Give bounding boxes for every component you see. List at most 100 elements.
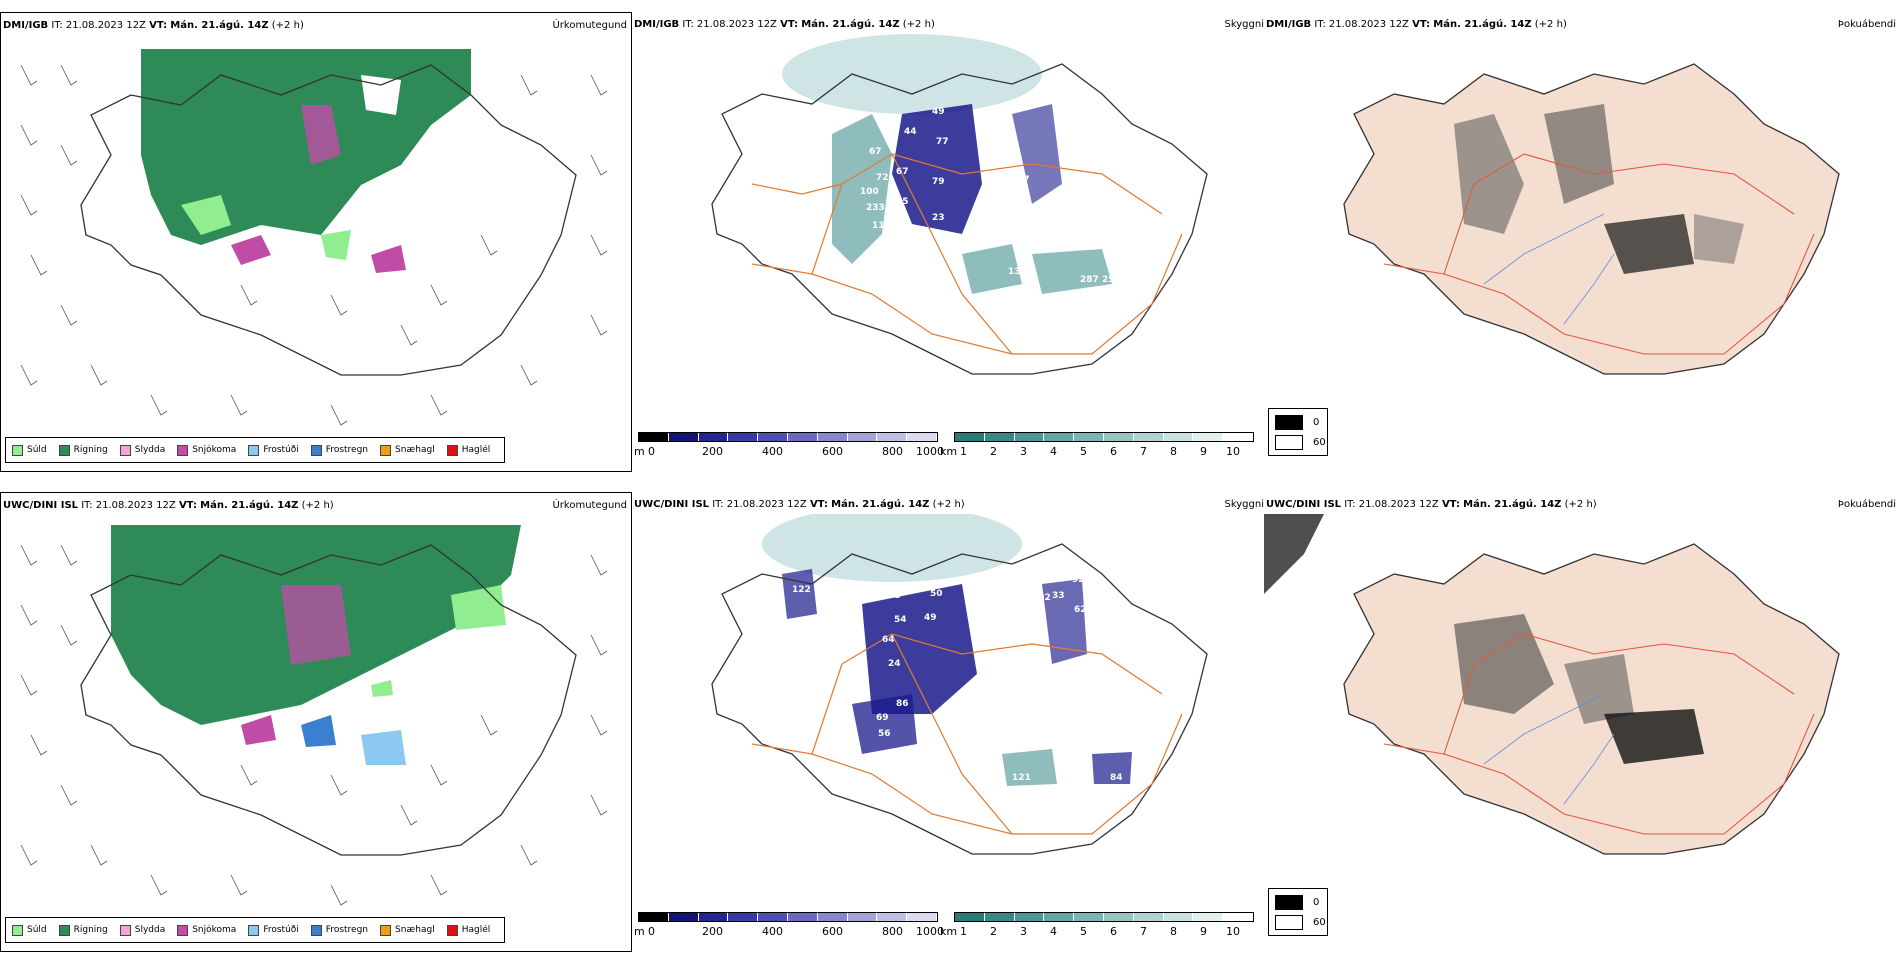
fog-panel: UWC/DINI ISL IT: 21.08.2023 12Z VT: Mán.… — [1264, 492, 1900, 952]
svg-text:69: 69 — [876, 713, 889, 723]
legend-item: Snæhagl — [380, 444, 435, 456]
legend-item: Haglél — [446, 444, 490, 456]
svg-text:77: 77 — [936, 137, 949, 147]
svg-text:65: 65 — [896, 197, 909, 207]
precip-type-panel: UWC/DINI ISL IT: 21.08.2023 12Z VT: Mán.… — [0, 492, 632, 952]
fog-panel: DMI/IGB IT: 21.08.2023 12Z VT: Mán. 21.á… — [1264, 12, 1900, 472]
svg-text:33: 33 — [1052, 591, 1065, 601]
init-time: 21.08.2023 12Z — [726, 499, 807, 510]
svg-text:87: 87 — [1017, 175, 1030, 185]
legend-item: Rigning — [58, 924, 108, 936]
svg-text:104: 104 — [922, 252, 941, 262]
svg-text:56: 56 — [878, 729, 891, 739]
cloud-map[interactable]: 49 44 63 155 67 77 64 67 79 100 72 87 23… — [632, 34, 1262, 429]
fog-map[interactable] — [1264, 514, 1894, 884]
vt-label: VT: — [809, 499, 828, 510]
cloud-panel: UWC/DINI ISL IT: 21.08.2023 12Z VT: Mán.… — [632, 492, 1264, 952]
init-time: 21.08.2023 12Z — [1328, 19, 1409, 30]
svg-text:233: 233 — [866, 203, 885, 213]
panel-title: Úrkomutegund — [552, 20, 627, 31]
vt-label: VT: — [149, 20, 168, 31]
legend-item: Haglél — [446, 924, 490, 936]
svg-text:44: 44 — [904, 127, 917, 137]
svg-text:121: 121 — [1012, 773, 1031, 783]
init-time: 21.08.2023 12Z — [65, 20, 146, 31]
colorbar-m — [638, 912, 938, 922]
colorbar-m — [638, 432, 938, 442]
svg-text:23: 23 — [932, 213, 945, 223]
svg-text:305: 305 — [882, 591, 901, 601]
svg-text:155: 155 — [1058, 102, 1077, 112]
it-label: IT: — [51, 20, 63, 31]
vt-label: VT: — [1441, 499, 1460, 510]
roads — [751, 633, 1183, 835]
lead-offset: (+2 h) — [271, 20, 304, 31]
legend-item: Slydda — [119, 924, 165, 936]
svg-text:67: 67 — [869, 147, 882, 157]
valid-time: Mán. 21.ágú. 14Z — [801, 19, 900, 30]
colorbars: m 0 200 400 600 800 1000 km 1 2 3 4 5 6 … — [634, 912, 1254, 946]
it-label: IT: — [1314, 19, 1326, 30]
legend-item: Snjókoma — [177, 444, 236, 456]
svg-text:133: 133 — [1008, 267, 1027, 277]
colorbar-km — [954, 912, 1254, 922]
precip-type-panel: DMI/IGB IT: 21.08.2023 12Z VT: Mán. 21.á… — [0, 12, 632, 472]
model-name: DMI/IGB — [634, 19, 680, 30]
lead-offset: (+2 h) — [932, 499, 965, 510]
wind-barbs — [20, 64, 608, 426]
fog-map[interactable] — [1264, 34, 1894, 404]
unit-m: m — [634, 445, 645, 458]
unit-km: km — [940, 925, 958, 938]
init-time: 21.08.2023 12Z — [95, 500, 176, 511]
cloud-map[interactable]: 122 81 54 92 33 305 50 72 102 62 54 49 6… — [632, 514, 1262, 909]
init-time: 21.08.2023 12Z — [1358, 499, 1439, 510]
legend-item: Slydda — [119, 444, 165, 456]
svg-text:79: 79 — [932, 177, 945, 187]
svg-text:49: 49 — [924, 613, 937, 623]
svg-text:112: 112 — [872, 221, 891, 231]
model-name: UWC/DINI ISL — [3, 500, 79, 511]
valid-time: Mán. 21.ágú. 14Z — [831, 499, 930, 510]
legend-item: Snjókoma — [177, 924, 236, 936]
roads — [1383, 633, 1815, 835]
svg-text:63: 63 — [1012, 102, 1025, 112]
svg-text:84: 84 — [1110, 773, 1123, 783]
cloud-value-labels: 49 44 63 155 67 77 64 67 79 100 72 87 23… — [860, 102, 1121, 285]
vt-label: VT: — [780, 19, 799, 30]
init-time: 21.08.2023 12Z — [696, 19, 777, 30]
it-label: IT: — [712, 499, 724, 510]
cloud-panel: DMI/IGB IT: 21.08.2023 12Z VT: Mán. 21.á… — [632, 12, 1264, 472]
panel-title: Þokuábendi — [1837, 19, 1896, 30]
precip-map[interactable] — [1, 35, 631, 435]
panel-header: DMI/IGB IT: 21.08.2023 12Z VT: Mán. 21.á… — [1266, 18, 1896, 32]
svg-text:120: 120 — [1042, 225, 1061, 235]
panel-header: UWC/DINI ISL IT: 21.08.2023 12Z VT: Mán.… — [634, 498, 1264, 512]
panel-header: DMI/IGB IT: 21.08.2023 12Z VT: Mán. 21.á… — [3, 19, 627, 33]
panel-title: Þokuábendi — [1837, 499, 1896, 510]
legend-item: Súld — [12, 924, 47, 936]
panel-title: Úrkomutegund — [552, 500, 627, 511]
svg-text:24: 24 — [888, 659, 901, 669]
lead-offset: (+2 h) — [1564, 499, 1597, 510]
vt-label: VT: — [1412, 19, 1431, 30]
svg-text:54: 54 — [1028, 575, 1041, 585]
svg-text:64: 64 — [882, 635, 895, 645]
vt-label: VT: — [178, 500, 197, 511]
colorbar-km — [954, 432, 1254, 442]
svg-text:92: 92 — [1072, 575, 1085, 585]
svg-text:67: 67 — [896, 167, 909, 177]
forecast-row-bottom: UWC/DINI ISL IT: 21.08.2023 12Z VT: Mán.… — [0, 492, 1900, 962]
svg-text:251: 251 — [1102, 275, 1121, 285]
valid-time: Mán. 21.ágú. 14Z — [1433, 19, 1532, 30]
model-name: UWC/DINI ISL — [634, 499, 710, 510]
forecast-row-top: DMI/IGB IT: 21.08.2023 12Z VT: Mán. 21.á… — [0, 12, 1900, 482]
svg-text:100: 100 — [860, 187, 879, 197]
legend-item: Snæhagl — [380, 924, 435, 936]
svg-text:62: 62 — [1074, 605, 1087, 615]
wind-barbs — [20, 544, 608, 906]
svg-text:49: 49 — [932, 107, 945, 117]
panel-header: DMI/IGB IT: 21.08.2023 12Z VT: Mán. 21.á… — [634, 18, 1264, 32]
precip-map[interactable] — [1, 515, 631, 915]
valid-time: Mán. 21.ágú. 14Z — [200, 500, 299, 511]
legend-item: Frostúði — [248, 924, 299, 936]
